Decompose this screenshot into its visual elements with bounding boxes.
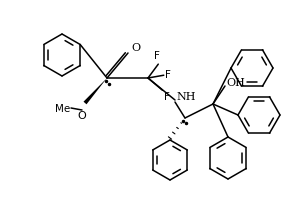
- Text: F: F: [165, 70, 171, 80]
- Text: F: F: [164, 92, 169, 102]
- Text: Me: Me: [55, 104, 70, 114]
- Text: O: O: [131, 43, 140, 53]
- Text: NH: NH: [176, 92, 195, 102]
- Polygon shape: [84, 78, 107, 104]
- Text: OH: OH: [226, 78, 245, 88]
- Text: O: O: [78, 111, 86, 121]
- Text: F: F: [154, 51, 160, 61]
